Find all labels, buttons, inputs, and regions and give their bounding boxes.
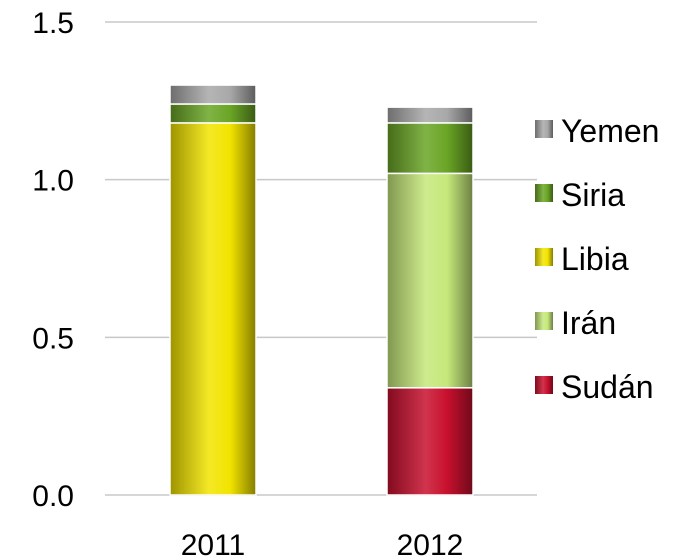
bar-2012-yemen [386, 106, 474, 124]
bar-2012-sudan [386, 387, 474, 496]
bar-2011-siria [169, 103, 257, 124]
legend-item-siria: Siria [535, 177, 625, 213]
legend-label: Siria [561, 177, 625, 213]
y-tick-label: 0.0 [32, 480, 74, 513]
bar-2012-iran [386, 172, 474, 389]
bar-2011-yemen [169, 84, 257, 105]
x-tick-label: 2011 [181, 529, 246, 559]
legend: Yemen Siria Libia Irán Sudán [535, 113, 659, 405]
legend-label: Irán [561, 305, 616, 341]
legend-label: Sudán [561, 369, 654, 405]
bars [169, 84, 474, 496]
legend-label: Yemen [561, 113, 659, 149]
legend-swatch [535, 312, 553, 330]
bar-2011-libia [169, 122, 257, 496]
bar-2012-siria [386, 122, 474, 175]
x-tick-label: 2012 [397, 529, 464, 559]
legend-item-yemen: Yemen [535, 113, 659, 149]
legend-swatch [535, 120, 553, 138]
legend-swatch [535, 248, 553, 266]
legend-label: Libia [561, 241, 629, 277]
legend-item-libia: Libia [535, 241, 629, 277]
legend-item-sudan: Sudán [535, 369, 654, 405]
legend-item-iran: Irán [535, 305, 616, 341]
y-tick-label: 1.0 [32, 165, 74, 198]
y-tick-label: 1.5 [32, 7, 74, 40]
legend-swatch [535, 184, 553, 202]
legend-swatch [535, 376, 553, 394]
y-tick-label: 0.5 [32, 322, 74, 355]
axes: 0.0 0.5 1.0 1.5 2011 2012 [32, 7, 463, 559]
